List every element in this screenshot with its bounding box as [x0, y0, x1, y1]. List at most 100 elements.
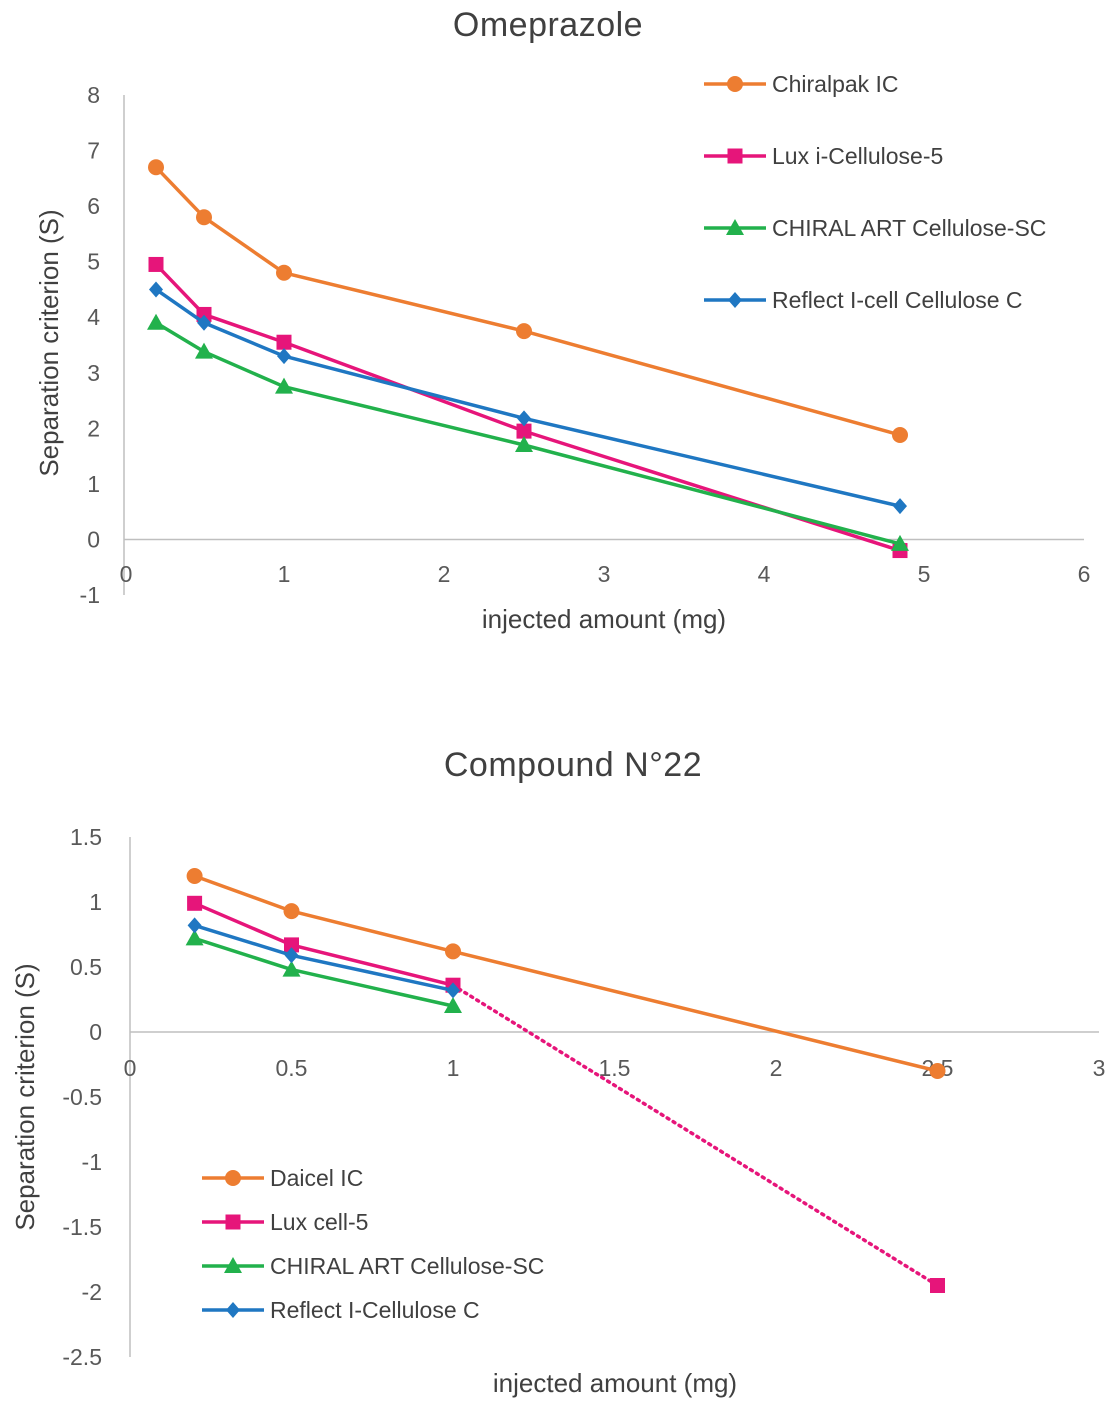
x-tick-label: 5: [918, 561, 931, 587]
series-chiral-art-cellulose-sc: [185, 929, 462, 1013]
x-tick-label: 1: [447, 1055, 460, 1081]
x-tick-label: 6: [1078, 561, 1091, 587]
y-tick-label: 1.5: [70, 824, 102, 850]
data-point: [892, 427, 908, 443]
x-tick-label: 2: [438, 561, 451, 587]
y-tick-label: -0.5: [62, 1084, 102, 1110]
y-tick-label: 7: [87, 138, 100, 164]
y-tick-label: 8: [87, 82, 100, 108]
legend-label: Reflect I-cell Cellulose C: [772, 287, 1023, 313]
series-line: [194, 923, 454, 993]
y-tick-label: 6: [87, 193, 100, 219]
data-point: [276, 334, 292, 350]
data-point: [277, 348, 291, 365]
data-point: [893, 498, 907, 515]
data-point: [284, 947, 299, 964]
x-tick-label: 4: [758, 561, 771, 587]
legend-label: Reflect I-Cellulose C: [270, 1297, 480, 1323]
series-chiral-art-cellulose-sc: [147, 313, 909, 551]
data-point: [930, 1278, 945, 1293]
x-axis-title: injected amount (mg): [493, 1368, 737, 1398]
legend-swatch-marker: [226, 1302, 240, 1318]
chart-1: Omeprazole -1 0 1 2 3 4 5 6 7 8 0 1 2 3 4 5 6 injected amo…: [34, 6, 1090, 634]
series-dotted-line: [451, 983, 940, 1288]
series-lux-cell-5: [187, 895, 945, 1293]
series-line: [155, 288, 901, 508]
legend-label: Lux i-Cellulose-5: [772, 143, 943, 169]
data-point: [517, 410, 531, 427]
series-line: [194, 936, 454, 1008]
y-tick-label: 0: [87, 526, 100, 552]
data-point: [515, 436, 533, 452]
y-tick-label: 5: [87, 249, 100, 275]
data-point: [148, 256, 164, 272]
x-tick-label: 0.5: [276, 1055, 308, 1081]
legend-label: CHIRAL ART Cellulose-SC: [772, 215, 1046, 241]
legend-swatch-marker: [225, 1170, 241, 1186]
series-reflect-i-cell-cellulose-c: [149, 281, 907, 515]
x-tick-label: 3: [1093, 1055, 1106, 1081]
x-axis-title: injected amount (mg): [482, 604, 726, 634]
legend-swatch-marker: [726, 219, 744, 235]
data-point: [516, 323, 532, 340]
data-point: [149, 281, 163, 298]
y-tick-label: -2.5: [62, 1344, 102, 1370]
y-tick-label: 4: [87, 304, 100, 330]
y-tick-label: 0.5: [70, 954, 102, 980]
y-tick-label: -1: [80, 582, 100, 608]
series-daicel-ic: [186, 868, 946, 1079]
legend-swatch-marker: [727, 148, 743, 164]
y-axis-title: Separation criterion (S): [34, 209, 64, 476]
y-axis-title: Separation criterion (S): [10, 963, 40, 1230]
y-tick-label: 2: [87, 415, 100, 441]
y-tick-label: 0: [89, 1019, 102, 1045]
data-point: [282, 960, 301, 977]
data-point: [444, 997, 462, 1013]
legend: Daicel IC Lux cell-5 CHIRAL ART Cellulose-…: [202, 1165, 544, 1323]
data-point: [276, 264, 292, 281]
data-point: [147, 313, 165, 330]
chart-title: Compound N°22: [444, 746, 702, 784]
x-tick-label: 1: [278, 561, 291, 587]
data-point: [148, 159, 164, 176]
y-tick-label: 3: [87, 360, 100, 386]
data-point: [891, 534, 909, 551]
data-point: [445, 943, 461, 960]
series-reflect-i-cellulose-c: [187, 917, 460, 999]
legend-swatch-marker: [727, 76, 743, 92]
legend-label: Daicel IC: [270, 1165, 363, 1191]
data-point: [195, 342, 213, 359]
legend-swatch-marker: [728, 292, 742, 308]
series-lux-i-cellulose-5: [148, 256, 908, 559]
data-point: [283, 903, 300, 920]
legend-item: CHIRAL ART Cellulose-SC: [704, 215, 1046, 241]
series-line: [194, 874, 938, 1073]
legend-item: Reflect I-Cellulose C: [202, 1297, 480, 1323]
y-tick-label: -2: [82, 1279, 102, 1305]
legend: Chiralpak IC Lux i-Cellulose-5 CHIRAL ART …: [704, 71, 1046, 313]
chart-2: Compound N°22 -2.5 -2 -1.5 -1 -0.5 0 0.5 1 1.5 0 0.…: [10, 746, 1105, 1398]
data-point: [187, 895, 203, 911]
data-point: [185, 929, 204, 946]
legend-swatch-marker: [224, 1257, 242, 1273]
data-point: [284, 937, 299, 953]
data-point: [275, 377, 293, 394]
chart-title: Omeprazole: [453, 6, 643, 44]
legend-item: CHIRAL ART Cellulose-SC: [202, 1253, 544, 1279]
data-point: [186, 868, 203, 884]
data-point: [187, 917, 202, 934]
legend-item: Chiralpak IC: [704, 71, 899, 97]
y-tick-label: 1: [87, 471, 100, 497]
legend-item: Lux i-Cellulose-5: [704, 143, 943, 169]
x-tick-label: 3: [598, 561, 611, 587]
x-tick-label: 2: [770, 1055, 783, 1081]
y-tick-label: -1: [82, 1149, 102, 1175]
x-tick-label: 0: [124, 1055, 137, 1081]
data-point: [929, 1063, 946, 1079]
series-line: [193, 901, 454, 987]
series-chiralpak-ic: [148, 159, 908, 443]
y-tick-label: -1.5: [62, 1214, 102, 1240]
data-point: [196, 209, 212, 226]
